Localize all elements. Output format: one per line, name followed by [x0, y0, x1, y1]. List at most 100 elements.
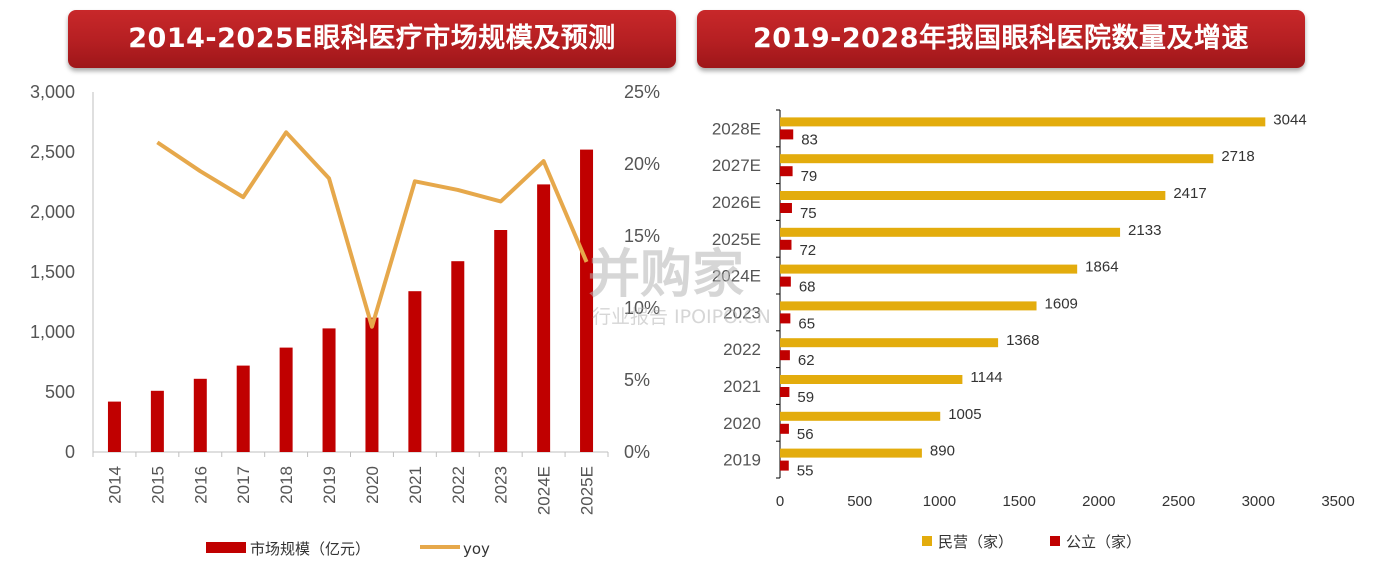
left-y-tick-label: 500 [45, 382, 75, 402]
market-size-bar [580, 149, 594, 452]
public-hospital-bar [780, 239, 792, 250]
private-hospital-value-label: 1609 [1045, 295, 1078, 312]
x-tick-label: 2022 [449, 466, 468, 504]
market-size-bar [107, 401, 121, 452]
market-size-bar [494, 230, 508, 452]
legend-swatch-market-size [206, 542, 246, 553]
category-label: 2026E [712, 193, 761, 212]
right-y-tick-label: 10% [624, 298, 660, 318]
x-tick-label: 2500 [1162, 493, 1195, 510]
category-label: 2022 [723, 340, 761, 359]
right-chart-title: 2019-2028年我国眼科医院数量及增速 [697, 10, 1305, 68]
x-tick-label: 2015 [148, 466, 167, 504]
x-tick-label: 2021 [406, 466, 425, 504]
private-hospital-bar [780, 338, 999, 348]
x-tick-label: 1500 [1002, 493, 1035, 510]
legend-swatch-public [1050, 536, 1060, 546]
x-tick-label: 500 [847, 493, 872, 510]
category-label: 2021 [723, 377, 761, 396]
private-hospital-value-label: 1864 [1085, 259, 1118, 276]
public-hospital-bar [780, 166, 793, 177]
x-tick-label: 3500 [1321, 493, 1354, 510]
public-hospital-value-label: 68 [799, 279, 816, 296]
private-hospital-bar [780, 264, 1078, 274]
x-tick-label: 2024E [535, 466, 554, 515]
market-size-bar [236, 365, 250, 452]
market-size-bar [365, 317, 379, 452]
left-chart-title: 2014-2025E眼科医疗市场规模及预测 [68, 10, 676, 68]
right-y-tick-label: 5% [624, 370, 650, 390]
market-size-bar [279, 347, 293, 452]
private-hospital-bar [780, 448, 922, 458]
x-tick-label: 2000 [1082, 493, 1115, 510]
private-hospital-value-label: 1005 [948, 406, 981, 423]
private-hospital-bar [780, 117, 1266, 127]
public-hospital-value-label: 62 [798, 352, 815, 369]
market-size-bar [537, 184, 551, 452]
left-y-tick-label: 1,000 [30, 322, 75, 342]
left-y-tick-label: 0 [65, 442, 75, 462]
private-hospital-bar [780, 227, 1121, 237]
x-tick-label: 3000 [1242, 493, 1275, 510]
private-hospital-value-label: 890 [930, 443, 955, 460]
x-tick-label: 1000 [923, 493, 956, 510]
private-hospital-value-label: 2718 [1221, 148, 1254, 165]
market-size-bar [150, 390, 164, 452]
legend-label-market-size: 市场规模（亿元） [250, 540, 370, 558]
public-hospital-bar [780, 423, 789, 434]
x-tick-label: 2016 [191, 466, 210, 504]
right-y-tick-label: 15% [624, 226, 660, 246]
category-label: 2019 [723, 451, 761, 470]
x-tick-label: 2023 [492, 466, 511, 504]
market-size-chart: 0 500 1,000 1,500 2,000 2,500 3,000 0% 5% 10% 15% 2… [30, 82, 660, 558]
category-label: 2020 [723, 414, 761, 433]
private-hospital-bar [780, 411, 941, 421]
x-tick-label: 2025E [578, 466, 597, 515]
x-tick-label: 2014 [105, 466, 124, 504]
legend-label-public: 公立（家） [1066, 533, 1141, 551]
category-label: 2023 [723, 303, 761, 322]
public-hospital-value-label: 65 [798, 315, 815, 332]
public-hospital-value-label: 55 [797, 463, 814, 480]
left-y-tick-label: 3,000 [30, 82, 75, 102]
private-hospital-value-label: 1144 [970, 369, 1002, 386]
private-hospital-value-label: 1368 [1006, 332, 1039, 349]
x-tick-label: 2020 [363, 466, 382, 504]
left-y-tick-label: 2,500 [30, 142, 75, 162]
category-label: 2028E [712, 119, 761, 138]
public-hospital-value-label: 75 [800, 205, 817, 222]
public-hospital-value-label: 56 [797, 426, 814, 443]
category-label: 2024E [712, 267, 761, 286]
public-hospital-bar [780, 460, 789, 471]
private-hospital-value-label: 2417 [1173, 185, 1206, 202]
public-hospital-bar [780, 387, 790, 397]
legend-label-yoy: yoy [463, 540, 490, 558]
left-y-tick-label: 2,000 [30, 202, 75, 222]
right-y-tick-label: 25% [624, 82, 660, 102]
public-hospital-value-label: 79 [801, 168, 818, 185]
right-y-tick-label: 0% [624, 442, 650, 462]
private-hospital-value-label: 3044 [1273, 111, 1306, 128]
public-hospital-bar [780, 350, 790, 361]
public-hospital-bar [780, 313, 791, 324]
public-hospital-bar [780, 129, 794, 140]
public-hospital-value-label: 59 [797, 389, 814, 406]
right-y-tick-label: 20% [624, 154, 660, 174]
x-tick-label: 2017 [234, 466, 253, 504]
legend-label-private: 民营（家） [938, 533, 1013, 551]
private-hospital-bar [780, 301, 1037, 311]
market-size-bar [322, 328, 336, 452]
private-hospital-value-label: 2133 [1128, 222, 1161, 239]
x-tick-label: 2019 [320, 466, 339, 504]
public-hospital-value-label: 72 [799, 242, 816, 259]
private-hospital-bar [780, 191, 1166, 200]
public-hospital-bar [780, 276, 791, 287]
legend-swatch-private [922, 536, 932, 546]
market-size-bar [451, 261, 465, 452]
category-label: 2025E [712, 230, 761, 249]
category-label: 2027E [712, 156, 761, 175]
market-size-bar [193, 378, 207, 452]
public-hospital-bar [780, 203, 792, 213]
market-size-bar [408, 291, 422, 452]
